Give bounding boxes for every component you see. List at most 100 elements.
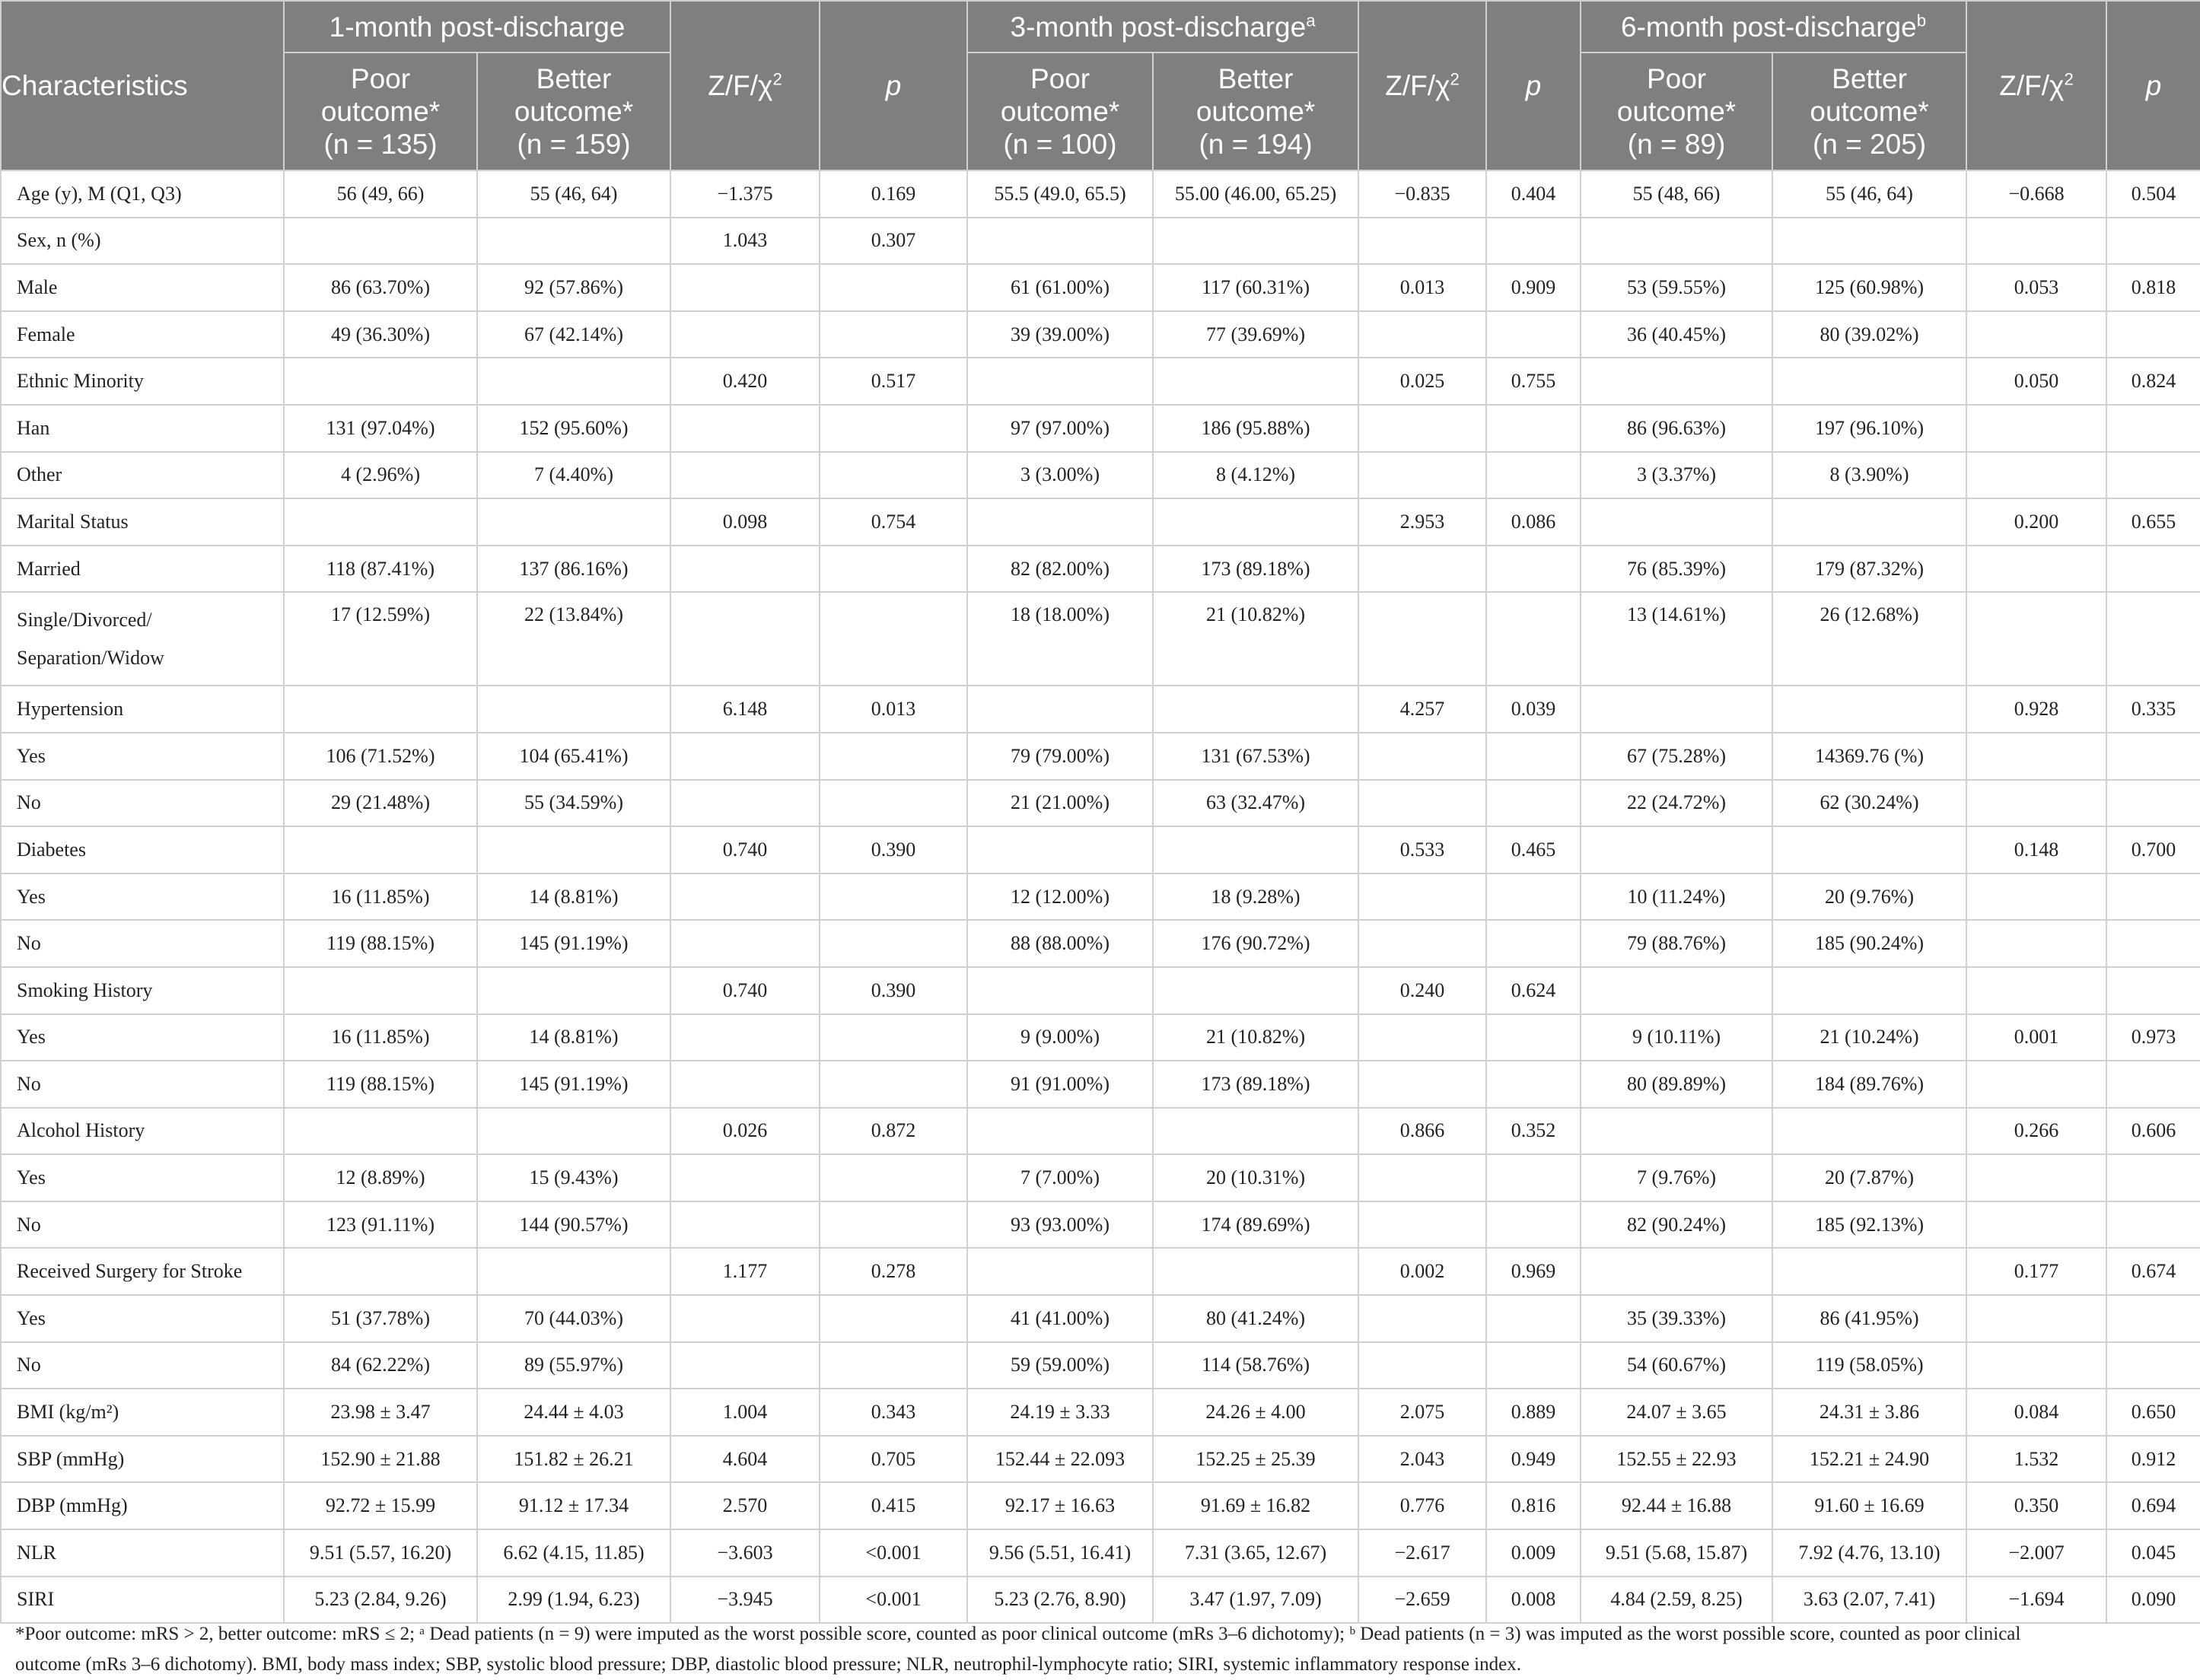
- table-row: Yes 12 (8.89%) 15 (9.43%) 7 (7.00%) 20 (10.3…: [0, 1153, 2200, 1202]
- row-label-text: Marital Status: [17, 510, 129, 533]
- table-row: SIRI 5.23 (2.84, 9.26) 2.99 (1.94, 6.23) −3…: [0, 1575, 2200, 1624]
- row-label: No: [0, 919, 285, 968]
- table-cell: [819, 544, 969, 593]
- row-label-text: SBP (mmHg): [17, 1447, 125, 1470]
- table-cell: 0.050: [1966, 357, 2108, 406]
- table-cell: [966, 966, 1154, 1015]
- table-cell: 145 (91.19%): [476, 919, 672, 968]
- table-cell: 3 (3.37%): [1580, 450, 1774, 500]
- table-row: No 119 (88.15%) 145 (91.19%) 88 (88.00%) 176…: [0, 919, 2200, 968]
- table-cell: [476, 826, 672, 874]
- footnote-line-2: outcome (mRs 3–6 dichotomy). BMI, body m…: [15, 1654, 1521, 1675]
- table-cell: [1358, 310, 1488, 359]
- header-row-groups: Poor outcome* (n = 135) Better outcome* (n = …: [1, 52, 2200, 171]
- table-cell: −1.375: [670, 170, 821, 218]
- row-label-text: Han: [17, 416, 50, 439]
- stat-sup: 2: [772, 69, 782, 89]
- row-label: Yes: [0, 731, 285, 781]
- table-cell: 55.00 (46.00, 65.25): [1152, 170, 1360, 218]
- table-cell: 152.55 ± 22.93: [1580, 1434, 1774, 1484]
- table-cell: [1358, 1200, 1488, 1249]
- table-cell: 18 (9.28%): [1152, 872, 1360, 921]
- table-cell: 1.004: [670, 1388, 821, 1437]
- row-label: Other: [0, 450, 285, 500]
- table-cell: 29 (21.48%): [283, 778, 478, 828]
- table-cell: [283, 1247, 478, 1297]
- group-n-prefix: (n = 205): [1812, 129, 1927, 160]
- table-cell: [2106, 450, 2200, 500]
- table-cell: 55.5 (49.0, 65.5): [966, 170, 1154, 218]
- table-cell: [1966, 731, 2108, 781]
- table-cell: [283, 498, 478, 546]
- table-cell: 92.17 ± 16.63: [966, 1481, 1154, 1531]
- table-cell: 2.953: [1358, 498, 1488, 546]
- table-cell: 24.19 ± 3.33: [966, 1388, 1154, 1437]
- group-line1: Poor: [1646, 63, 1707, 94]
- table-cell: 14 (8.81%): [476, 872, 672, 921]
- table-row: Female 49 (36.30%) 67 (42.14%) 39 (39.00%) 7…: [0, 310, 2200, 359]
- table-cell: 4.84 (2.59, 8.25): [1580, 1575, 1774, 1624]
- table-cell: 5.23 (2.84, 9.26): [283, 1575, 478, 1624]
- table-cell: 0.755: [1485, 357, 1582, 406]
- table-cell: 36 (40.45%): [1580, 310, 1774, 359]
- table-cell: [819, 1013, 969, 1062]
- table-cell: 0.177: [1966, 1247, 2108, 1297]
- table-cell: 1.043: [670, 216, 821, 266]
- group-line1: Better: [1218, 63, 1294, 94]
- table-cell: 104 (65.41%): [476, 731, 672, 781]
- table-cell: [1152, 498, 1360, 546]
- table-cell: 82 (82.00%): [966, 544, 1154, 593]
- table-row: Received Surgery for Stroke 1.177 0.278 0.0…: [0, 1247, 2200, 1297]
- table-cell: 0.517: [819, 357, 969, 406]
- row-label: Sex, n (%): [0, 216, 285, 266]
- table-cell: 8 (4.12%): [1152, 450, 1360, 500]
- table-cell: 53 (59.55%): [1580, 263, 1774, 312]
- row-label-text: BMI (kg/m²): [17, 1401, 119, 1424]
- table-cell: 5.23 (2.76, 8.90): [966, 1575, 1154, 1624]
- table-cell: 0.045: [2106, 1529, 2200, 1577]
- table-cell: 0.740: [670, 826, 821, 874]
- table-cell: [670, 919, 821, 968]
- table-cell: 179 (87.32%): [1772, 544, 1968, 593]
- table-cell: [670, 591, 821, 687]
- table-cell: [670, 731, 821, 781]
- table-row: Alcohol History 0.026 0.872 0.866 0.352 0.266…: [0, 1106, 2200, 1156]
- table-cell: 70 (44.03%): [476, 1294, 672, 1343]
- table-cell: [819, 310, 969, 359]
- table-cell: [670, 1060, 821, 1109]
- table-cell: [1358, 403, 1488, 453]
- table-cell: 89 (55.97%): [476, 1341, 672, 1390]
- table-cell: [819, 1341, 969, 1390]
- table-cell: 55 (46, 64): [476, 170, 672, 218]
- table-row: Single/Divorced/Separation/Widow 17 (12.5…: [0, 591, 2200, 687]
- table-cell: −2.659: [1358, 1575, 1488, 1624]
- table-cell: [1966, 919, 2108, 968]
- table-cell: 144 (90.57%): [476, 1200, 672, 1249]
- row-label-text: Yes: [17, 1306, 46, 1329]
- table-cell: 0.013: [1358, 263, 1488, 312]
- table-cell: 0.200: [1966, 498, 2108, 546]
- table-cell: [283, 216, 478, 266]
- group-line1: Better: [536, 63, 612, 94]
- row-label-text: Smoking History: [17, 978, 153, 1001]
- table-cell: 10 (11.24%): [1580, 872, 1774, 921]
- table-cell: 15 (9.43%): [476, 1153, 672, 1202]
- table-cell: [1152, 1106, 1360, 1156]
- table-cell: [1358, 1341, 1488, 1390]
- row-label: Single/Divorced/Separation/Widow: [0, 591, 285, 687]
- table-row: Diabetes 0.740 0.390 0.533 0.465 0.148 0.700: [0, 826, 2200, 874]
- table-cell: 117 (60.31%): [1152, 263, 1360, 312]
- table-cell: [476, 685, 672, 733]
- table-cell: 0.352: [1485, 1106, 1582, 1156]
- table-cell: [476, 1247, 672, 1297]
- table-cell: [283, 357, 478, 406]
- table-cell: [283, 685, 478, 733]
- table-cell: [1580, 498, 1774, 546]
- table-cell: 119 (88.15%): [283, 1060, 478, 1109]
- table-cell: 3 (3.00%): [966, 450, 1154, 500]
- table-cell: 55 (34.59%): [476, 778, 672, 828]
- table-cell: [966, 685, 1154, 733]
- header-period-3month: 3-month post-dischargea: [966, 0, 1360, 53]
- table-cell: 24.44 ± 4.03: [476, 1388, 672, 1437]
- table-cell: 0.700: [2106, 826, 2200, 874]
